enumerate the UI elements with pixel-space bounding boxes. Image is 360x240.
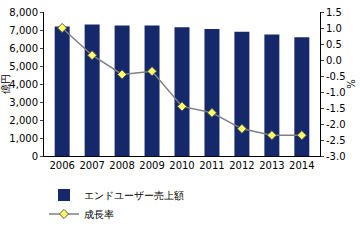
svg-text:%: % <box>346 79 357 89</box>
svg-text:2007: 2007 <box>79 160 104 171</box>
svg-text:0.0: 0.0 <box>326 55 342 66</box>
svg-text:0.5: 0.5 <box>326 39 342 50</box>
svg-text:2008: 2008 <box>109 160 134 171</box>
svg-text:-2.5: -2.5 <box>326 135 346 146</box>
svg-text:億円: 億円 <box>0 74 11 94</box>
svg-text:2,000: 2,000 <box>9 115 38 126</box>
svg-text:4,000: 4,000 <box>9 79 38 90</box>
svg-text:1,000: 1,000 <box>9 133 38 144</box>
svg-text:0: 0 <box>32 151 38 162</box>
svg-text:6,000: 6,000 <box>9 43 38 54</box>
svg-text:2011: 2011 <box>199 160 224 171</box>
svg-text:-3.0: -3.0 <box>326 151 346 162</box>
svg-text:2006: 2006 <box>49 160 74 171</box>
svg-text:1.5: 1.5 <box>326 7 342 18</box>
svg-text:エンドユーザー売上額: エンドユーザー売上額 <box>84 190 184 201</box>
svg-text:1.0: 1.0 <box>326 23 342 34</box>
svg-text:5,000: 5,000 <box>9 61 38 72</box>
svg-text:8,000: 8,000 <box>9 7 38 18</box>
svg-text:-1.0: -1.0 <box>326 87 346 98</box>
svg-text:-0.5: -0.5 <box>326 71 346 82</box>
svg-text:7,000: 7,000 <box>9 25 38 36</box>
svg-text:-1.5: -1.5 <box>326 103 346 114</box>
svg-text:2013: 2013 <box>259 160 284 171</box>
svg-text:2010: 2010 <box>169 160 194 171</box>
svg-text:2014: 2014 <box>289 160 314 171</box>
svg-text:2012: 2012 <box>229 160 254 171</box>
svg-text:成長率: 成長率 <box>84 209 114 220</box>
svg-text:2009: 2009 <box>139 160 164 171</box>
svg-text:3,000: 3,000 <box>9 97 38 108</box>
svg-text:-2.0: -2.0 <box>326 119 346 130</box>
